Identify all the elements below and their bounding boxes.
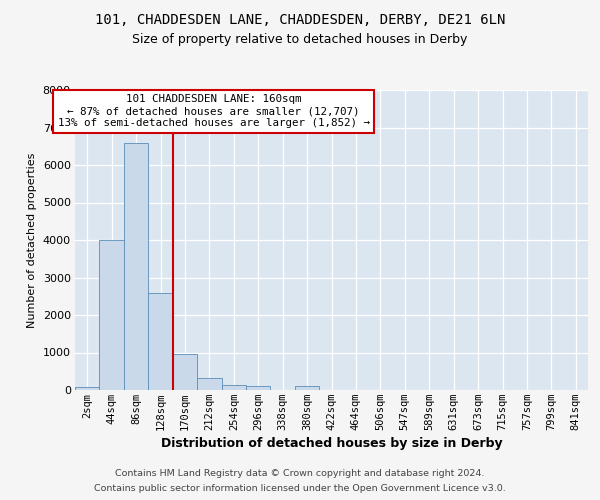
Bar (100, 240, 124, 390)
Y-axis label: Number of detached properties: Number of detached properties (27, 152, 37, 328)
Text: 101 CHADDESDEN LANE: 160sqm
← 87% of detached houses are smaller (12,707)
13% of: 101 CHADDESDEN LANE: 160sqm ← 87% of det… (58, 94, 370, 128)
Bar (148, 292, 173, 390)
X-axis label: Distribution of detached houses by size in Derby: Distribution of detached houses by size … (161, 437, 502, 450)
Bar (197, 378, 221, 390)
Text: Contains public sector information licensed under the Open Government Licence v3: Contains public sector information licen… (94, 484, 506, 493)
Bar (173, 354, 197, 390)
Bar (295, 386, 319, 390)
Bar (75, 387, 100, 390)
Bar (124, 142, 148, 390)
Bar (221, 385, 246, 390)
Text: 101, CHADDESDEN LANE, CHADDESDEN, DERBY, DE21 6LN: 101, CHADDESDEN LANE, CHADDESDEN, DERBY,… (95, 12, 505, 26)
Bar (246, 386, 271, 390)
Text: Contains HM Land Registry data © Crown copyright and database right 2024.: Contains HM Land Registry data © Crown c… (115, 469, 485, 478)
Text: Size of property relative to detached houses in Derby: Size of property relative to detached ho… (133, 32, 467, 46)
